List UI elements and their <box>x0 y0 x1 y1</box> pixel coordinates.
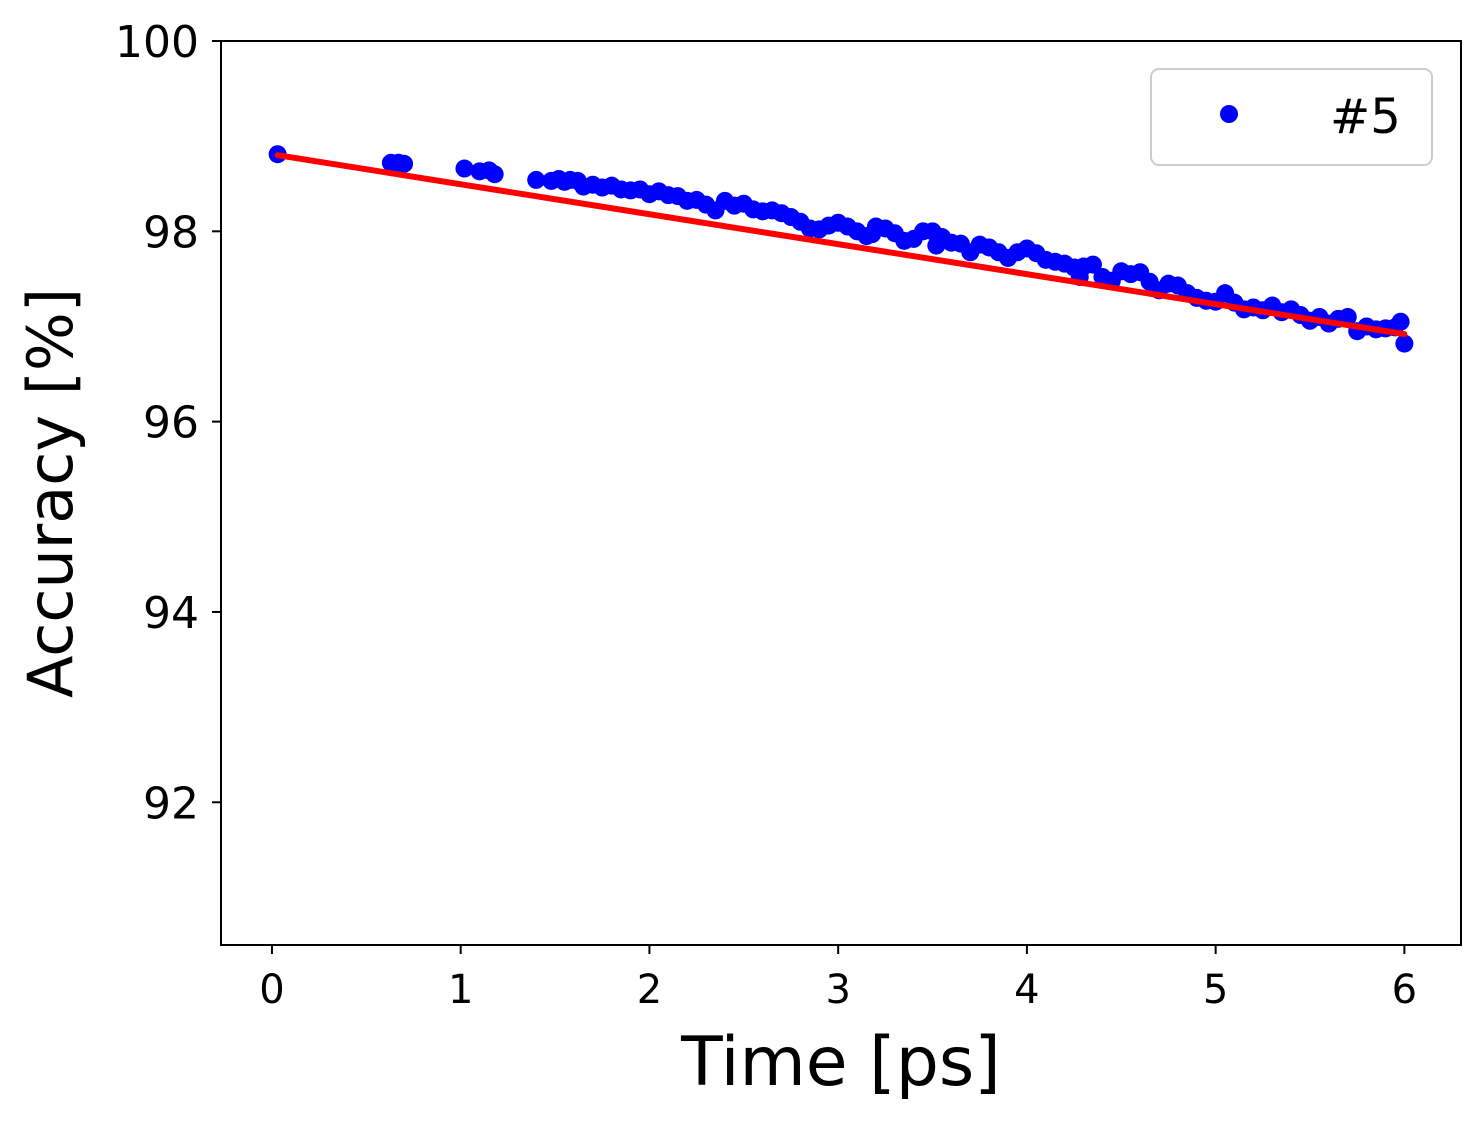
data-point <box>1083 255 1102 274</box>
data-point <box>485 165 504 184</box>
data-point <box>395 154 414 173</box>
data-point <box>1395 334 1414 353</box>
x-tick-label: 6 <box>1392 967 1417 1013</box>
y-tick-label: 96 <box>143 398 199 449</box>
x-tick-label: 3 <box>825 967 850 1013</box>
fit-line <box>274 152 1408 338</box>
fit-line-layer <box>274 152 1408 338</box>
x-tick-label: 0 <box>259 967 284 1013</box>
plot-frame <box>220 40 1462 946</box>
y-tick-label: 94 <box>143 588 199 639</box>
x-tick-label: 1 <box>448 967 473 1013</box>
data-point <box>527 170 546 189</box>
x-tick-label: 5 <box>1203 967 1228 1013</box>
data-point <box>1391 312 1410 331</box>
legend-marker <box>1220 105 1238 123</box>
data-point <box>455 159 474 178</box>
legend-box <box>1150 68 1433 166</box>
legend: #5 <box>1150 68 1433 166</box>
x-tick-label: 4 <box>1014 967 1039 1013</box>
y-axis-label: Accuracy [%] <box>14 288 87 698</box>
legend-label: #5 <box>1330 89 1401 145</box>
x-axis-ticks: 0 1 2 3 4 5 6 <box>259 945 1417 1013</box>
x-tick-label: 2 <box>637 967 662 1013</box>
y-tick-label: 98 <box>143 207 199 258</box>
y-axis-ticks: 92 94 96 98 100 <box>115 17 221 829</box>
y-tick-label: 92 <box>143 778 199 829</box>
x-axis-label: Time [ps] <box>680 1023 1001 1102</box>
y-tick-label: 100 <box>115 17 199 68</box>
